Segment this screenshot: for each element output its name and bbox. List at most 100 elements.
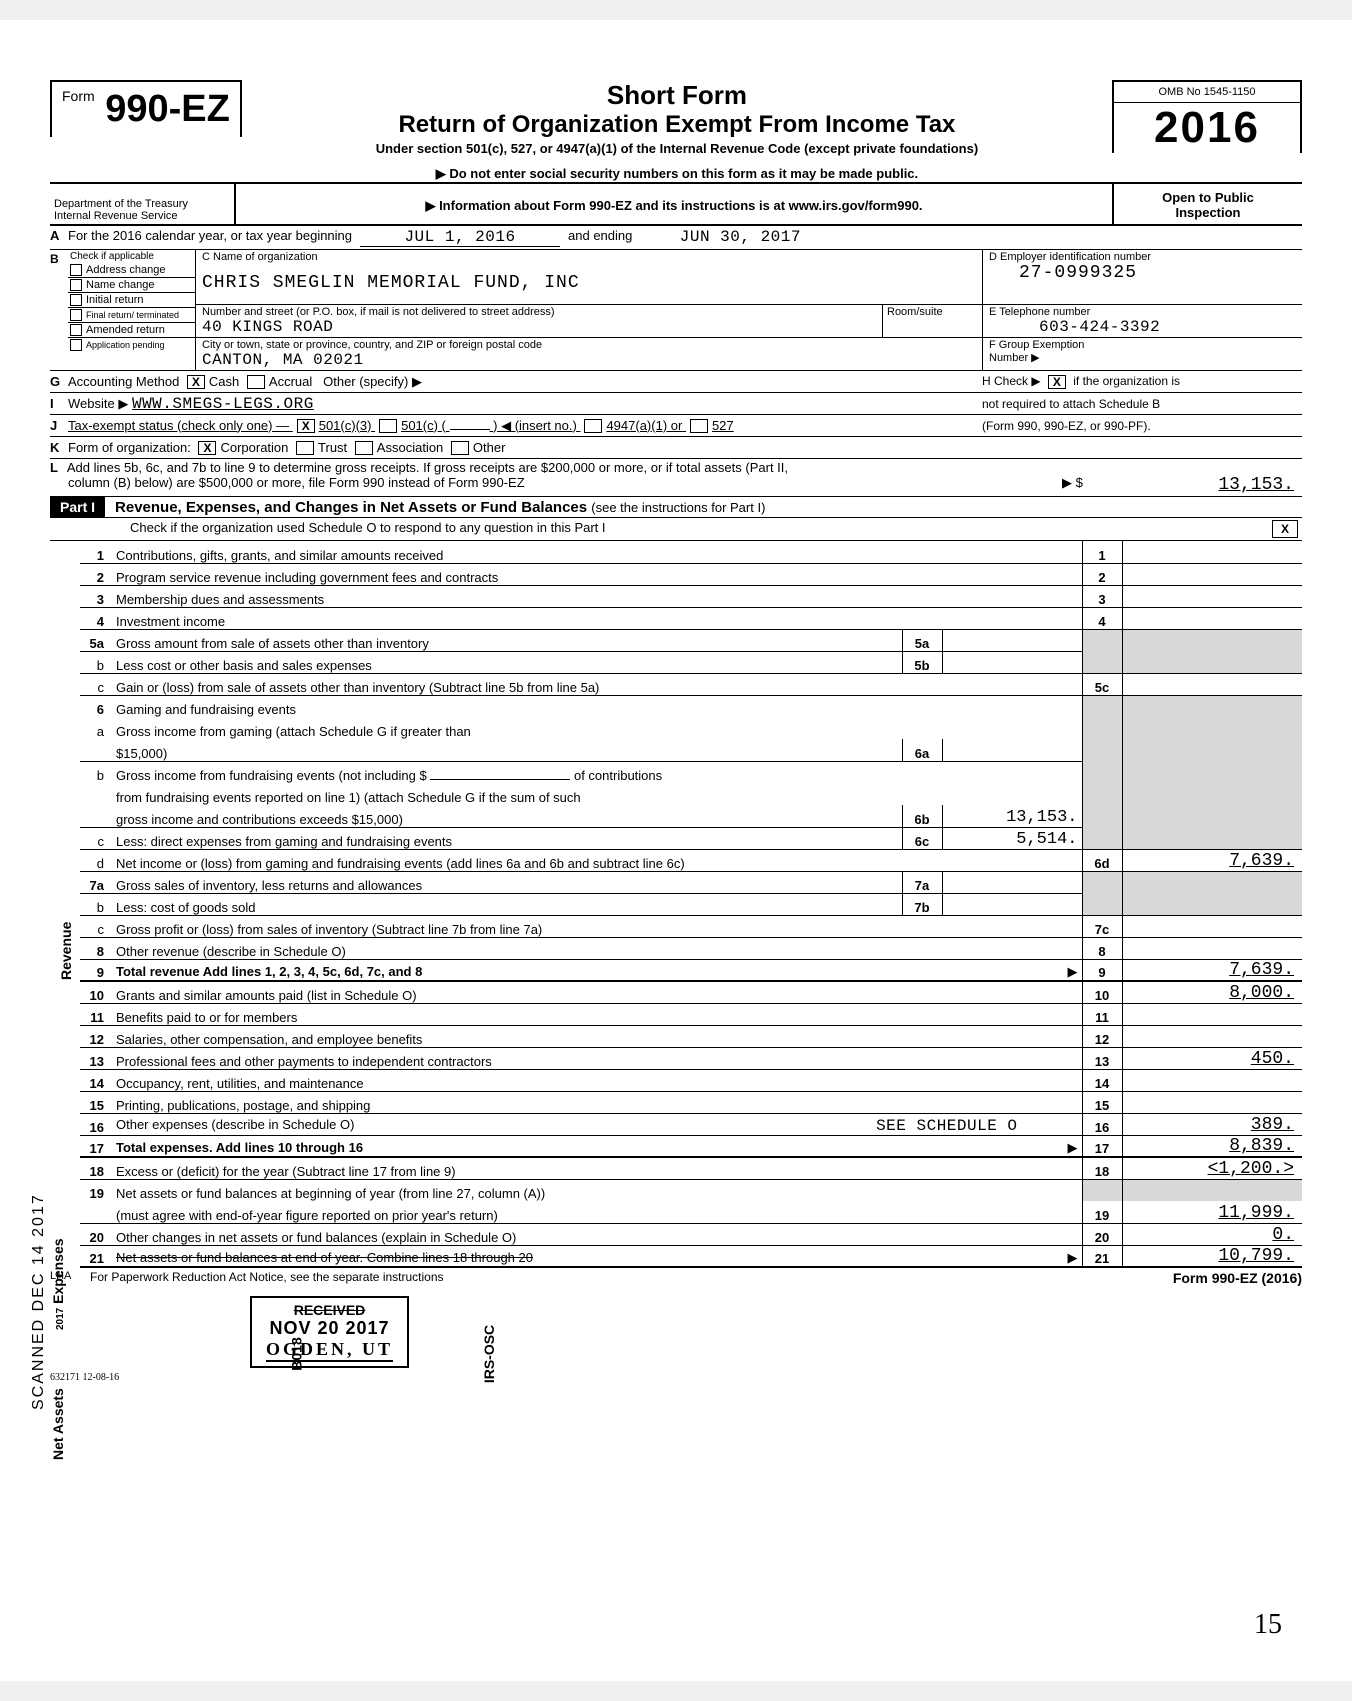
row-6d: dNet income or (loss) from gaming and fu… <box>80 849 1302 871</box>
org-street: 40 KINGS ROAD <box>202 318 876 336</box>
section-b-block: B Check if applicable Address change Nam… <box>50 250 1302 371</box>
chk-cash[interactable]: X <box>187 375 205 389</box>
ein-value: 27-0999325 <box>989 263 1296 283</box>
chk-501c[interactable] <box>379 419 397 433</box>
title-short-form: Short Form <box>252 80 1102 111</box>
line-i: I Website ▶ WWW.SMEGS-LEGS.ORG not requi… <box>50 393 1302 415</box>
tax-year-begin: JUL 1, 2016 <box>360 228 560 247</box>
tax-year-end: JUN 30, 2017 <box>640 228 840 247</box>
row-6b-2: from fundraising events reported on line… <box>80 783 1302 805</box>
chk-address-change[interactable]: Address change <box>68 263 195 278</box>
h-check: H Check ▶ X if the organization is <box>982 374 1302 389</box>
label-group-exempt: F Group Exemption <box>989 339 1084 351</box>
row-10: 10Grants and similar amounts paid (list … <box>80 981 1302 1003</box>
dept-irs: Internal Revenue Service <box>54 210 230 222</box>
side-label-revenue: Revenue <box>58 922 74 980</box>
inspection-box: Open to Public Inspection <box>1112 184 1302 224</box>
row-16: 16Other expenses (describe in Schedule O… <box>80 1113 1302 1135</box>
row-12: 12Salaries, other compensation, and empl… <box>80 1025 1302 1047</box>
row-7c: cGross profit or (loss) from sales of in… <box>80 915 1302 937</box>
row-20: 20Other changes in net assets or fund ba… <box>80 1223 1302 1245</box>
chk-527[interactable] <box>690 419 708 433</box>
line-a-text: For the 2016 calendar year, or tax year … <box>68 228 352 247</box>
chk-amended[interactable]: Amended return <box>68 323 195 338</box>
scanned-stamp: SCANNED DEC 14 2017 <box>30 1193 48 1410</box>
footer-code: 632171 12-08-16 <box>50 1372 1302 1383</box>
row-5c: cGain or (loss) from sale of assets othe… <box>80 673 1302 695</box>
row-6c: cLess: direct expenses from gaming and f… <box>80 827 1302 849</box>
line-l-arrow: ▶ $ <box>1062 475 1122 495</box>
org-city: CANTON, MA 02021 <box>202 351 976 369</box>
label-ein: D Employer identification number <box>989 251 1151 263</box>
footer-row: LHA For Paperwork Reduction Act Notice, … <box>50 1268 1302 1286</box>
website: WWW.SMEGS-LEGS.ORG <box>132 395 314 413</box>
omb-number: OMB No 1545-1150 <box>1114 82 1300 103</box>
stamp-irs-osc: IRS-OSC <box>481 1325 497 1383</box>
chk-other-org[interactable] <box>451 441 469 455</box>
header-row: Form 990-EZ Short Form Return of Organiz… <box>50 80 1302 184</box>
chk-corp[interactable]: X <box>198 441 216 455</box>
line-l-2: column (B) below) are $500,000 or more, … <box>50 475 1302 497</box>
info-link: ▶ Information about Form 990-EZ and its … <box>236 184 1112 224</box>
form-number: 990-EZ <box>105 88 230 130</box>
row-4: 4Investment income4 <box>80 607 1302 629</box>
phone-value: 603-424-3392 <box>989 318 1296 336</box>
form-number-box: Form 990-EZ <box>50 80 242 137</box>
tax-year: 2016 <box>1114 103 1300 153</box>
chk-4947[interactable] <box>584 419 602 433</box>
chk-trust[interactable] <box>296 441 314 455</box>
dept-treasury: Department of the Treasury <box>54 198 230 210</box>
row-6a-1: aGross income from gaming (attach Schedu… <box>80 717 1302 739</box>
form-page: Form 990-EZ Short Form Return of Organiz… <box>0 20 1352 1681</box>
header-row-2: Department of the Treasury Internal Reve… <box>50 184 1302 226</box>
chk-501c3[interactable]: X <box>297 419 315 433</box>
form-ref: Form 990-EZ (2016) <box>1173 1270 1302 1286</box>
chk-name-change[interactable]: Name change <box>68 278 195 293</box>
part-1-label: Part I <box>50 497 105 517</box>
chk-schedule-o[interactable]: X <box>1272 520 1298 538</box>
line-a: A For the 2016 calendar year, or tax yea… <box>50 226 1302 250</box>
side-label-netassets: Net Assets <box>50 1388 66 1460</box>
form-prefix: Form <box>62 88 95 104</box>
chk-h[interactable]: X <box>1048 375 1066 389</box>
part-1-title: Revenue, Expenses, and Changes in Net As… <box>105 499 1302 516</box>
title-subtitle: Under section 501(c), 527, or 4947(a)(1)… <box>252 141 1102 156</box>
row-1: 1Contributions, gifts, grants, and simil… <box>80 541 1302 563</box>
title-warning: ▶ Do not enter social security numbers o… <box>252 166 1102 182</box>
page-number: 15 <box>1254 1609 1282 1641</box>
org-name: CHRIS SMEGLIN MEMORIAL FUND, INC <box>202 263 976 293</box>
gross-receipts: 13,153. <box>1122 475 1302 495</box>
chk-initial-return[interactable]: Initial return <box>68 293 195 308</box>
row-2: 2Program service revenue including gover… <box>80 563 1302 585</box>
chk-accrual[interactable] <box>247 375 265 389</box>
title-block: Short Form Return of Organization Exempt… <box>242 80 1112 182</box>
row-17: 17Total expenses. Add lines 10 through 1… <box>80 1135 1302 1157</box>
row-19-2: (must agree with end-of-year figure repo… <box>80 1201 1302 1223</box>
row-9: 9Total revenue Add lines 1, 2, 3, 4, 5c,… <box>80 959 1302 981</box>
row-6b-3: gross income and contributions exceeds $… <box>80 805 1302 827</box>
label-b: B <box>50 250 68 370</box>
part-1-table: 1Contributions, gifts, grants, and simil… <box>80 541 1302 1268</box>
row-5a: 5aGross amount from sale of assets other… <box>80 629 1302 651</box>
label-city: City or town, state or province, country… <box>202 339 976 351</box>
label-j: J <box>50 418 68 433</box>
label-a: A <box>50 228 68 247</box>
part-1-check-line: Check if the organization used Schedule … <box>50 518 1302 541</box>
omb-box: OMB No 1545-1150 2016 <box>1112 80 1302 153</box>
chk-app-pending[interactable]: Application pending <box>68 338 195 352</box>
row-15: 15Printing, publications, postage, and s… <box>80 1091 1302 1113</box>
chk-final-return[interactable]: Final return/ terminated <box>68 308 195 323</box>
row-11: 11Benefits paid to or for members11 <box>80 1003 1302 1025</box>
open-public: Open to Public <box>1114 190 1302 205</box>
chk-assoc[interactable] <box>355 441 373 455</box>
h-text-3: (Form 990, 990-EZ, or 990-PF). <box>982 419 1302 433</box>
part-1-header: Part I Revenue, Expenses, and Changes in… <box>50 497 1302 518</box>
stamp-date: NOV 20 2017 <box>266 1318 393 1339</box>
label-k: K <box>50 440 68 455</box>
dept-box: Department of the Treasury Internal Reve… <box>50 184 236 224</box>
received-stamp: RECEIVED NOV 20 2017 OGDEN, UT <box>250 1296 409 1368</box>
line-k: K Form of organization: XCorporation Tru… <box>50 437 1302 459</box>
inspection: Inspection <box>1114 205 1302 220</box>
label-g: G <box>50 374 68 389</box>
label-group-number: Number ▶ <box>989 352 1040 364</box>
